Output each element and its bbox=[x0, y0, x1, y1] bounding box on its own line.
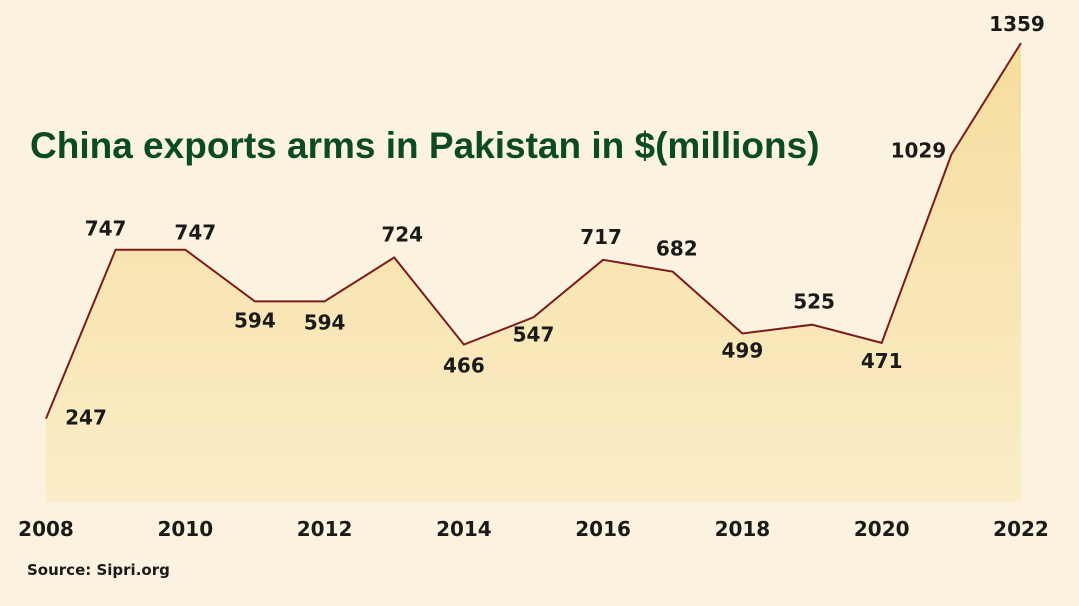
data-label: 547 bbox=[513, 322, 555, 346]
source-note: Source: Sipri.org bbox=[27, 561, 170, 579]
x-tick-label: 2020 bbox=[854, 517, 910, 541]
data-label: 247 bbox=[65, 406, 107, 430]
data-label: 594 bbox=[234, 308, 276, 332]
data-label: 499 bbox=[722, 339, 764, 363]
x-tick-label: 2016 bbox=[575, 517, 631, 541]
area-fill bbox=[46, 43, 1021, 502]
area-layer bbox=[45, 42, 1022, 502]
x-tick-label: 2014 bbox=[436, 517, 492, 541]
x-tick-label: 2018 bbox=[715, 517, 771, 541]
data-label: 594 bbox=[304, 310, 346, 334]
data-label: 724 bbox=[381, 223, 423, 247]
data-label: 1359 bbox=[989, 12, 1045, 36]
x-axis: 2008 2010 2012 2014 2016 2018 2020 2022 bbox=[18, 517, 1049, 541]
data-label: 747 bbox=[85, 217, 127, 241]
x-tick-label: 2022 bbox=[993, 517, 1049, 541]
data-label: 466 bbox=[443, 354, 485, 378]
data-label: 525 bbox=[793, 290, 835, 314]
chart-title: China exports arms in Pakistan in $(mill… bbox=[30, 125, 820, 166]
data-label: 682 bbox=[656, 237, 698, 261]
data-label: 1029 bbox=[891, 139, 947, 163]
x-tick-label: 2010 bbox=[157, 517, 213, 541]
x-tick-label: 2012 bbox=[297, 517, 353, 541]
x-tick-label: 2008 bbox=[18, 517, 74, 541]
data-label: 471 bbox=[861, 349, 903, 373]
data-label: 717 bbox=[580, 225, 622, 249]
data-label: 747 bbox=[174, 221, 216, 245]
series-line bbox=[45, 42, 1022, 419]
data-labels: 247 747 747 594 594 724 466 547 717 682 499 525 471 1… bbox=[65, 12, 1045, 430]
